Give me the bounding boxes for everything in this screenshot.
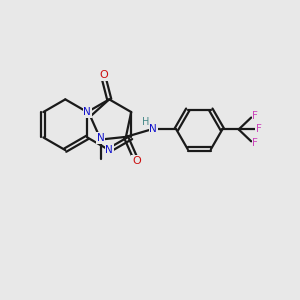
Text: O: O [100,70,108,80]
Text: F: F [252,137,258,148]
Text: N: N [83,107,91,117]
Text: F: F [252,111,258,122]
Text: N: N [105,145,113,155]
Text: H: H [142,117,149,127]
Text: O: O [132,156,141,166]
Text: N: N [149,124,157,134]
Text: N: N [97,133,105,143]
Text: F: F [256,124,262,134]
